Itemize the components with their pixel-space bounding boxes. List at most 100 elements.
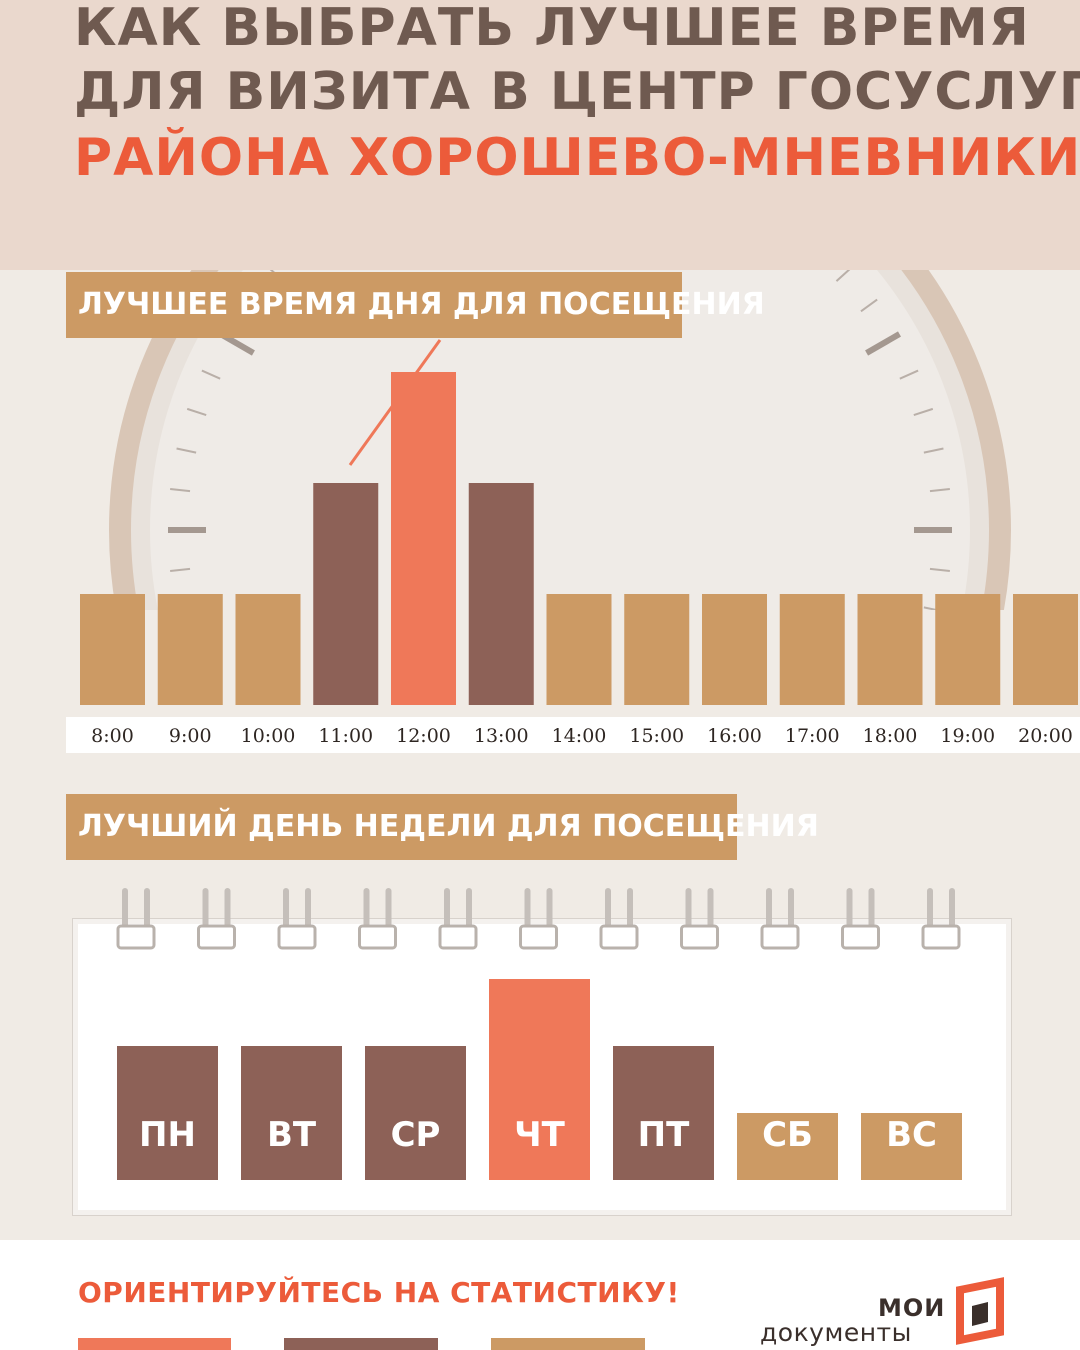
- ring-hole: [599, 924, 639, 950]
- hourly-tick-label: 17:00: [785, 725, 840, 747]
- hourly-tick-label: 11:00: [318, 725, 373, 747]
- clock-tick: [929, 567, 950, 572]
- ring-hole: [921, 924, 961, 950]
- clock-tick: [170, 488, 191, 493]
- hourly-tick-bg: [377, 717, 470, 753]
- weekly-day-label: ПН: [139, 1115, 196, 1155]
- weekly-bar: [737, 1113, 838, 1180]
- hourly-tick-bg: [221, 717, 315, 753]
- weekly-bar: [861, 1113, 962, 1180]
- ring-hole: [760, 924, 800, 950]
- weekly-day-label: ВТ: [267, 1115, 317, 1155]
- hourly-tick-label: 9:00: [169, 725, 212, 747]
- hourly-tick-label: 8:00: [91, 725, 134, 747]
- weekly-day-label: ВС: [886, 1115, 937, 1155]
- ring-wire: [305, 888, 311, 932]
- hourly-bar: [313, 483, 379, 705]
- clock-tick: [923, 447, 944, 454]
- hourly-tick-bg: [999, 717, 1080, 753]
- clock-tick: [201, 369, 221, 380]
- weekly-day-label: ПТ: [638, 1115, 690, 1155]
- hourly-bar: [702, 594, 767, 705]
- legend-swatch-brown: [284, 1338, 438, 1350]
- ring-wire: [144, 888, 150, 932]
- weekly-day-label: СР: [391, 1115, 441, 1155]
- ring-hole: [841, 924, 880, 950]
- footer-tagline: ОРИЕНТИРУЙТЕСЬ НА СТАТИСТИКУ!: [78, 1276, 680, 1309]
- hourly-tick-bg: [921, 717, 1015, 753]
- ring-wire: [524, 888, 531, 932]
- ring-hole: [197, 924, 236, 950]
- hourly-tick-bg: [765, 717, 859, 753]
- hourly-bar: [1013, 594, 1078, 705]
- ring-wire: [766, 888, 772, 932]
- ring-hole: [680, 924, 719, 950]
- logo-icon: [956, 1277, 1004, 1345]
- hourly-tick-bg: [610, 717, 704, 753]
- hourly-bar: [468, 483, 534, 705]
- hourly-chart: 8:00 9:00 10:00 11:00 12:00 13:00 14:00 15:00 16…: [66, 372, 1080, 753]
- ring-wire: [122, 888, 128, 932]
- clock-tick: [186, 407, 207, 416]
- logo-text-bottom: документы: [760, 1318, 912, 1347]
- ring-wire: [685, 888, 692, 932]
- hourly-tick-label: 12:00: [396, 725, 451, 747]
- ring-wire: [788, 888, 794, 932]
- hourly-tick-bg: [299, 717, 393, 753]
- hourly-tick-bg: [688, 717, 781, 753]
- weekly-bar: [117, 1046, 218, 1180]
- logo-text-top: МОИ: [878, 1294, 946, 1322]
- ring-hole: [519, 924, 558, 950]
- hourly-tick-label: 13:00: [474, 725, 529, 747]
- hourly-tick-label: 15:00: [629, 725, 684, 747]
- ring-wire: [605, 888, 611, 932]
- ring-wire: [707, 888, 714, 932]
- ring-wire: [363, 888, 370, 932]
- legend-swatch-orange: [78, 1338, 231, 1350]
- clock-tick: [913, 407, 934, 416]
- ring-wire: [385, 888, 392, 932]
- weekly-chart: ПН ВТ СР ЧТ ПТ СБ ВС: [117, 979, 962, 1180]
- hourly-chart-title: ЛУЧШЕЕ ВРЕМЯ ДНЯ ДЛЯ ПОСЕЩЕНИЯ: [66, 272, 765, 338]
- hourly-tick-bg: [66, 717, 159, 753]
- header-panel: КАК ВЫБРАТЬ ЛУЧШЕЕ ВРЕМЯ ДЛЯ ВИЗИТА В ЦЕ…: [0, 0, 1080, 270]
- calendar-rings: [116, 888, 961, 950]
- hourly-bar: [546, 594, 612, 705]
- ring-wire: [202, 888, 209, 932]
- ring-wire: [868, 888, 875, 932]
- hourly-tick-label: 18:00: [863, 725, 918, 747]
- ring-wire: [927, 888, 933, 932]
- hourly-tick-label: 19:00: [940, 725, 995, 747]
- ring-wire: [949, 888, 955, 932]
- weekly-day-label: СБ: [762, 1115, 813, 1155]
- title-line-3: РАЙОНА ХОРОШЕВО-МНЕВНИКИ?: [74, 128, 1080, 188]
- clock-tick: [176, 447, 197, 454]
- hourly-tick-label: 14:00: [552, 725, 607, 747]
- hourly-tick-bg: [843, 717, 937, 753]
- title-line-1: КАК ВЫБРАТЬ ЛУЧШЕЕ ВРЕМЯ: [74, 0, 1030, 58]
- hourly-tick-label: 10:00: [241, 725, 296, 747]
- ring-wire: [444, 888, 450, 932]
- ring-wire: [283, 888, 289, 932]
- hourly-tick-bg: [454, 717, 548, 753]
- ring-wire: [466, 888, 472, 932]
- hourly-bar: [624, 594, 690, 705]
- clock-tick: [899, 369, 919, 380]
- hourly-tick-label: 20:00: [1018, 725, 1073, 747]
- clock-tick: [170, 567, 191, 572]
- clock-tick: [860, 298, 878, 313]
- weekly-bar: [613, 1046, 714, 1180]
- clock-tick: [923, 606, 942, 610]
- weekly-bar: [489, 979, 590, 1180]
- hourly-bar: [80, 594, 145, 705]
- ring-wire: [846, 888, 853, 932]
- hourly-bar: [935, 594, 1001, 705]
- weekly-bar: [241, 1046, 342, 1180]
- hourly-bar: [857, 594, 923, 705]
- ring-wire: [224, 888, 231, 932]
- hourly-bar: [157, 594, 223, 705]
- clock-tick: [865, 331, 901, 356]
- clock-tick: [929, 488, 950, 493]
- hourly-tick-label: 16:00: [707, 725, 762, 747]
- weekly-day-label: ЧТ: [514, 1115, 565, 1155]
